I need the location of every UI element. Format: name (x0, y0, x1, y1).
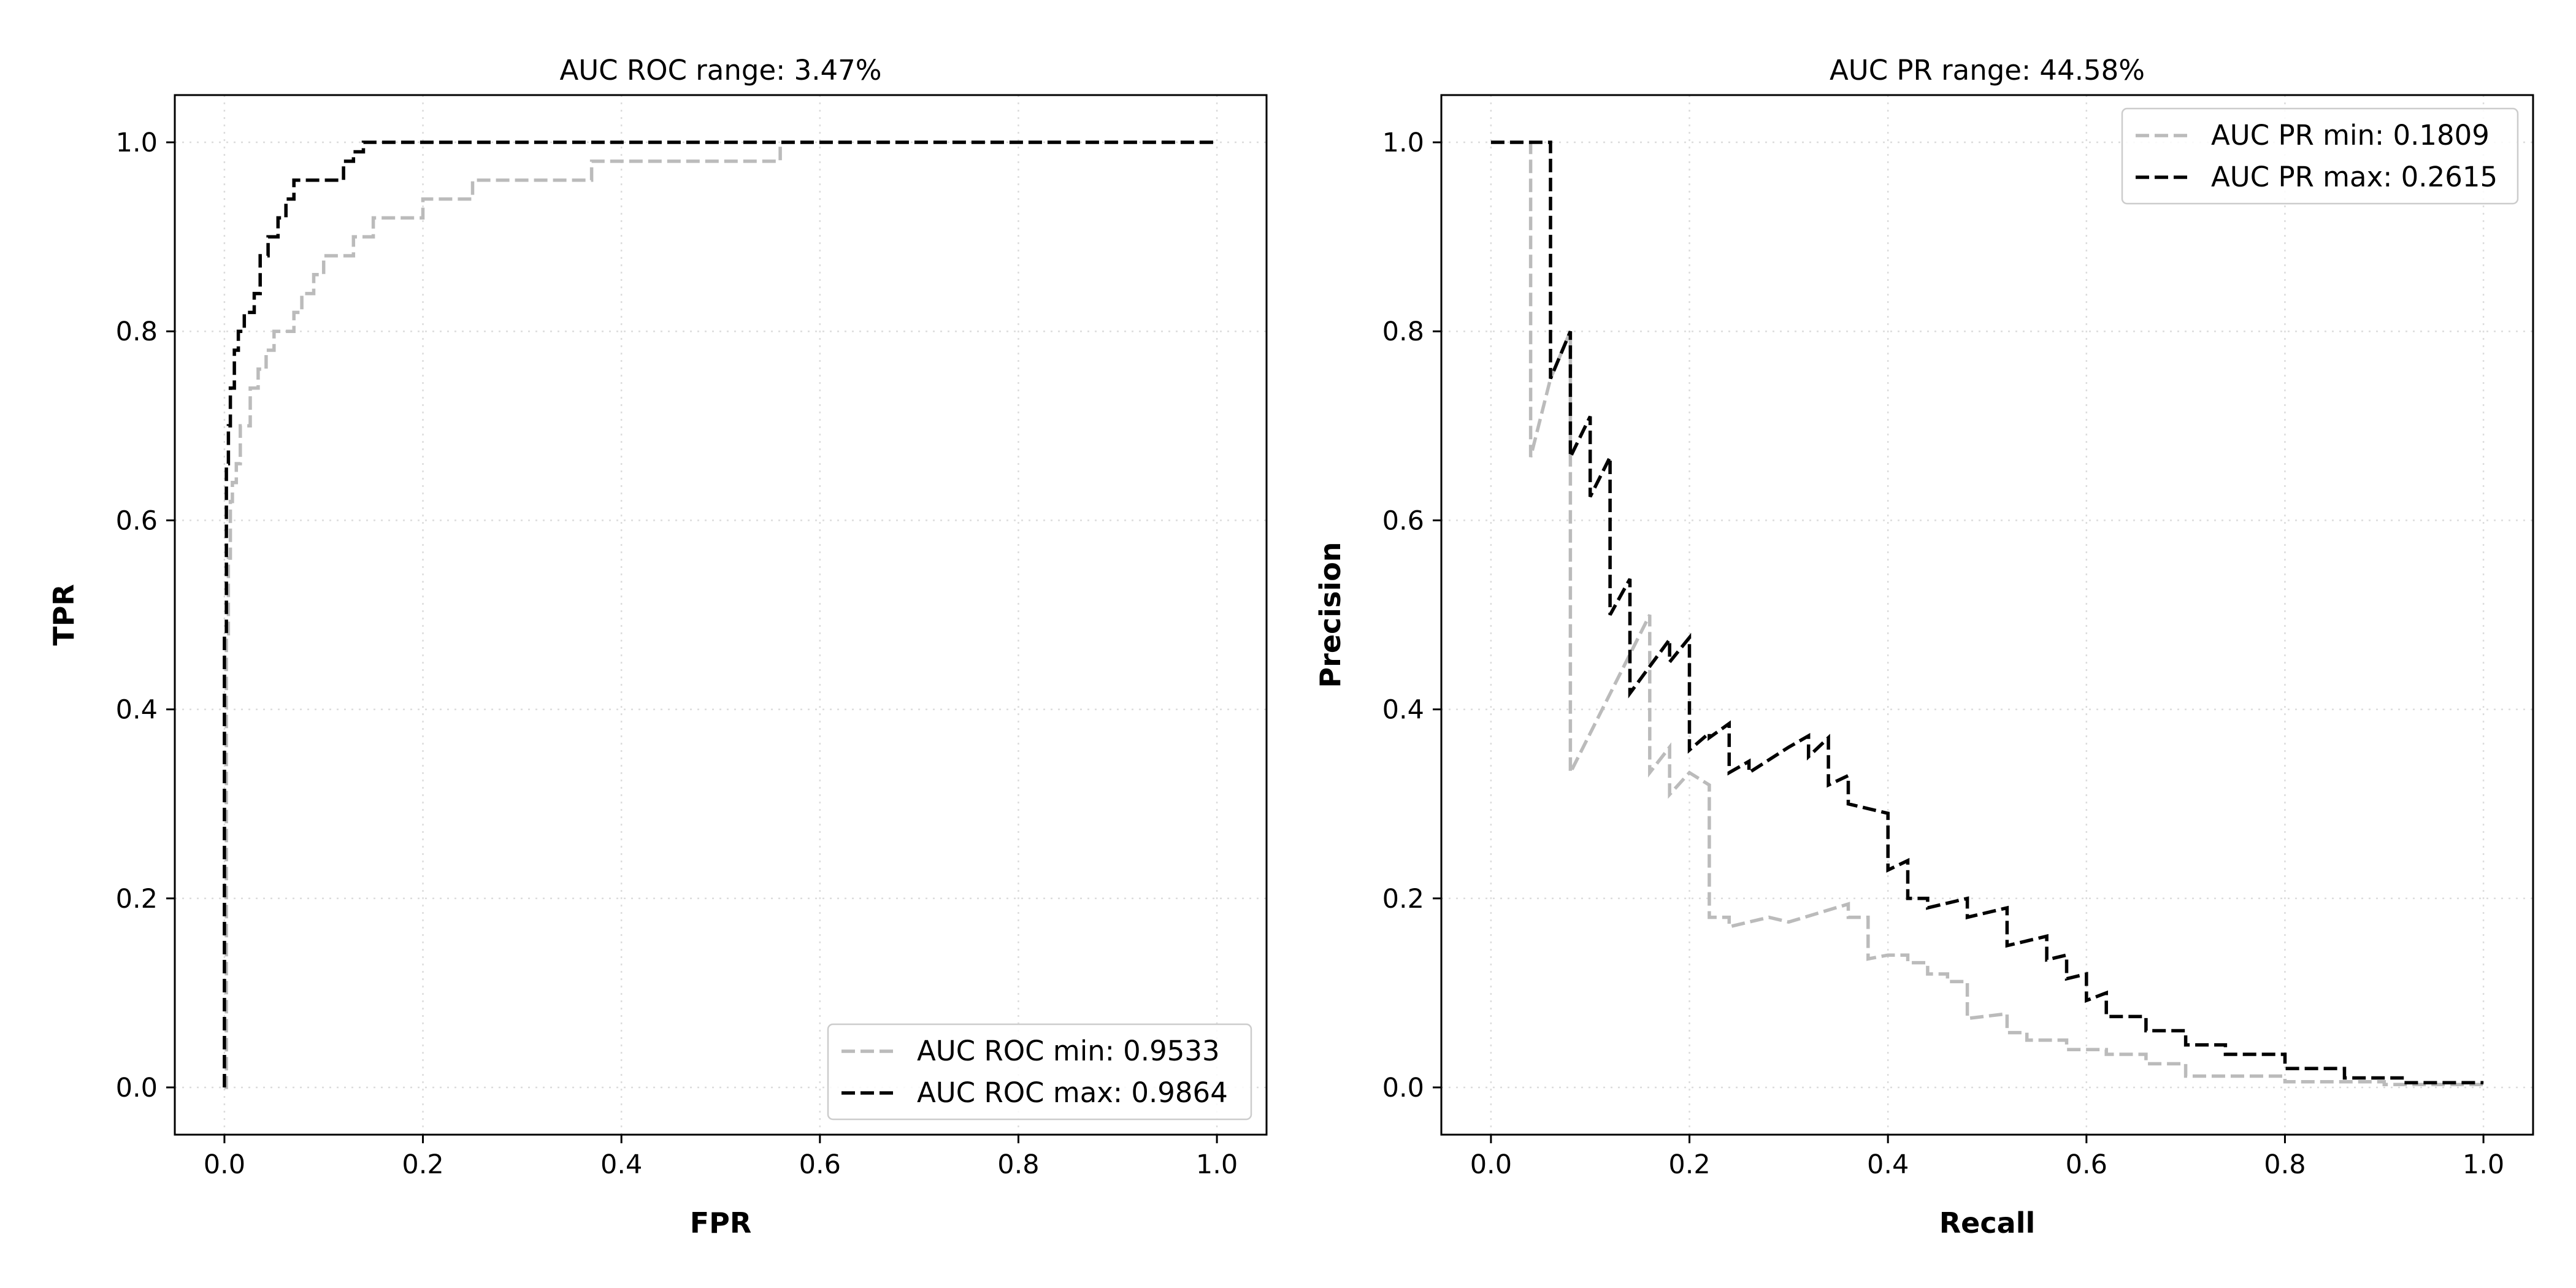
x-tick-label: 0.6 (799, 1149, 841, 1180)
y-axis-title: Precision (1314, 542, 1347, 688)
legend-entry: AUC PR max: 0.2615 (2211, 161, 2497, 193)
x-tick-label: 0.8 (2264, 1149, 2306, 1180)
grid (175, 95, 1267, 1135)
series-line-min (224, 140, 1217, 1089)
legend-box (827, 1023, 1252, 1121)
x-axis-title: FPR (690, 1206, 752, 1240)
x-tick-label: 1.0 (1196, 1149, 1238, 1180)
y-tick-label: 0.2 (1382, 884, 1424, 914)
x-tick-label: 0.6 (2066, 1149, 2107, 1180)
x-tick-label: 0.8 (997, 1149, 1039, 1180)
x-tick-label: 0.2 (402, 1149, 443, 1180)
y-tick-label: 0.8 (1382, 316, 1424, 347)
axes-frame (1440, 94, 2534, 1136)
x-tick-label: 0.4 (1867, 1149, 1909, 1180)
series-line-max (1490, 140, 2484, 1085)
y-tick-label: 0.0 (116, 1073, 158, 1103)
y-tick-label: 1.0 (116, 128, 158, 158)
legend-entry: AUC PR min: 0.1809 (2211, 119, 2490, 151)
chart-title: AUC PR range: 44.58% (1830, 54, 2145, 86)
x-tick-label: 0.4 (600, 1149, 642, 1180)
roc-chart: 0.0 0.2 0.4 0.6 0.8 1.0 0.0 0.2 0.4 0.6 0.8 1.0 AUC … (47, 54, 1268, 1240)
x-axis-title: Recall (1939, 1206, 2035, 1240)
y-tick-label: 0.4 (116, 695, 158, 726)
legend-box (2121, 107, 2519, 205)
x-tick-label: 0.0 (1470, 1149, 1512, 1180)
y-tick-label: 0.2 (116, 884, 158, 914)
series-line-min (1490, 140, 2484, 1087)
y-tick-label: 0.0 (1382, 1073, 1424, 1103)
chart-title: AUC ROC range: 3.47% (559, 54, 881, 86)
y-tick-label: 1.0 (1382, 128, 1424, 158)
y-axis-title: TPR (47, 584, 80, 646)
y-tick-label: 0.6 (1382, 505, 1424, 536)
pr-chart: 0.0 0.2 0.4 0.6 0.8 1.0 0.0 0.2 0.4 0.6 0.8 1.0 AUC … (1314, 54, 2534, 1240)
legend-entry: AUC ROC min: 0.9533 (917, 1035, 1220, 1067)
legend: AUC PR min: 0.1809 AUC PR max: 0.2615 (2121, 107, 2519, 205)
y-tick-label: 0.4 (1382, 695, 1424, 726)
x-tick-label: 0.2 (1668, 1149, 1710, 1180)
y-tick-label: 0.6 (116, 505, 158, 536)
legend-entry: AUC ROC max: 0.9864 (917, 1076, 1228, 1109)
series-line-max (223, 140, 1217, 1087)
grid (1441, 95, 2533, 1135)
y-tick-label: 0.8 (116, 316, 158, 347)
axes-frame (174, 94, 1268, 1136)
legend: AUC ROC min: 0.9533 AUC ROC max: 0.9864 (827, 1023, 1252, 1121)
x-tick-label: 0.0 (204, 1149, 245, 1180)
x-tick-label: 1.0 (2463, 1149, 2504, 1180)
